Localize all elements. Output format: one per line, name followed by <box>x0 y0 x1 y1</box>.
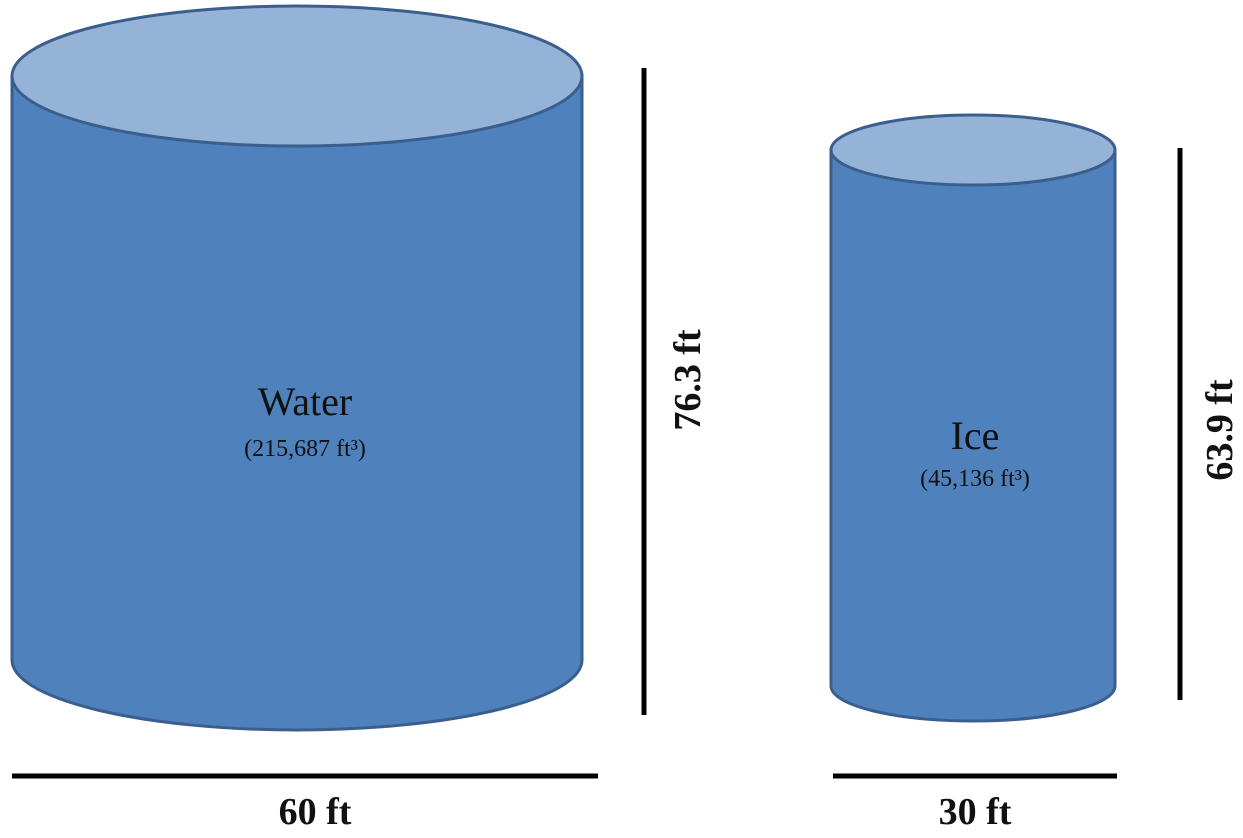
ice-cylinder <box>829 113 1117 723</box>
ice-volume-label: (45,136 ft³) <box>920 466 1030 492</box>
water-cylinder <box>10 4 584 732</box>
water-width-label: 60 ft <box>278 791 352 833</box>
water-name-label: Water <box>257 379 353 424</box>
water-cylinder-top <box>10 4 584 148</box>
ice-cylinder-body <box>829 148 1117 723</box>
ice-height-label: 63.9 ft <box>1199 379 1241 481</box>
ice-cylinder-top <box>829 113 1117 187</box>
water-volume-label: (215,687 ft³) <box>244 436 366 462</box>
water-height-label: 76.3 ft <box>667 329 709 431</box>
ice-width-label: 30 ft <box>938 791 1012 833</box>
ice-name-label: Ice <box>950 413 1000 458</box>
water-cylinder-body <box>10 74 584 732</box>
